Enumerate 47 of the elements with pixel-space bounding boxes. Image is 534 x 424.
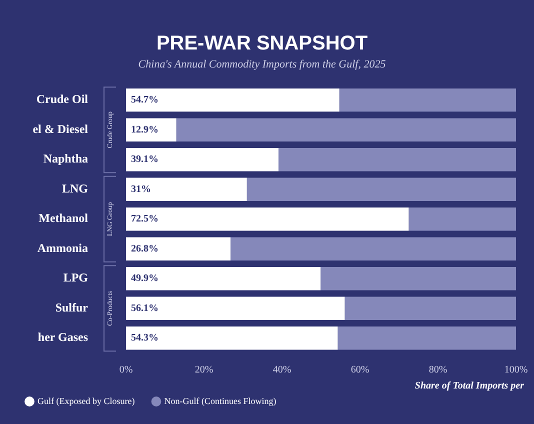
x-tick-label: 40% — [272, 364, 292, 376]
chart-subtitle: China's Annual Commodity Imports from the Gulf, 2025 — [138, 58, 386, 70]
data-label: 54.7% — [131, 94, 158, 106]
bar — [344, 296, 516, 320]
bar — [126, 148, 278, 172]
data-label: 39.1% — [131, 154, 158, 166]
bar — [126, 326, 338, 350]
bar — [126, 207, 409, 231]
bar — [126, 267, 321, 290]
y-tick-label: el & Diesel — [32, 122, 89, 136]
text: Share of Total Imports per — [414, 380, 524, 392]
bar — [230, 237, 516, 260]
bar — [246, 178, 516, 201]
bar — [278, 148, 516, 172]
data-label: 54.3% — [131, 332, 158, 344]
x-tick-label: 0% — [119, 364, 133, 376]
bar — [339, 88, 516, 112]
bar — [408, 207, 516, 231]
bar — [126, 178, 247, 201]
bar — [126, 296, 345, 320]
data-label: 49.9% — [131, 273, 158, 284]
bar — [338, 326, 516, 350]
y-tick-label: her Gases — [38, 330, 88, 344]
data-label: 26.8% — [131, 243, 158, 254]
y-tick-label: Methanol — [38, 211, 89, 226]
data-label: 56.1% — [131, 302, 158, 314]
data-label: 12.9% — [131, 124, 158, 136]
y-tick-label: Crude Oil — [36, 92, 89, 106]
y-tick-label: Naphtha — [43, 152, 88, 166]
data-label: 31% — [131, 184, 151, 195]
bar — [126, 118, 176, 142]
x-tick-label: 60% — [350, 364, 370, 376]
bar — [126, 88, 340, 112]
bar — [176, 118, 516, 142]
x-tick-label: 80% — [428, 364, 448, 376]
legend-label: Gulf (Exposed by Closure) — [38, 396, 135, 406]
y-tick-label: Ammonia — [37, 240, 88, 255]
y-tick-label: LNG — [62, 181, 88, 196]
bar — [126, 237, 231, 260]
y-tick-label: LPG — [63, 270, 88, 285]
x-tick-label: 100% — [504, 364, 528, 376]
data-label: 72.5% — [131, 214, 158, 225]
y-tick-label: Sulfur — [55, 300, 89, 314]
x-tick-label: 20% — [194, 364, 214, 376]
chart-title: PRE-WAR SNAPSHOT — [156, 32, 368, 55]
legend-label: Non-Gulf (Continues Flowing) — [164, 396, 276, 406]
bar — [320, 267, 516, 290]
